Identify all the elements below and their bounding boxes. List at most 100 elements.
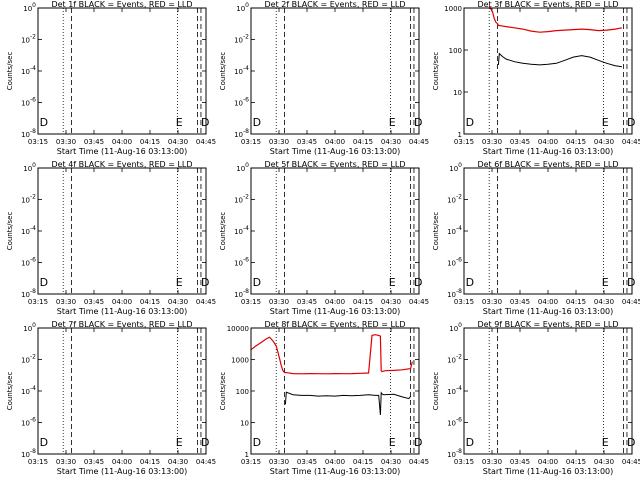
x-tick-label: 03:30 (269, 458, 289, 466)
x-tick-label: 04:15 (566, 298, 586, 306)
y-axis-label: Counts/sec (432, 212, 440, 251)
y-tick-label: 1 (245, 451, 249, 459)
x-tick-label: 04:15 (140, 458, 160, 466)
y-tick-label: 10-4 (447, 225, 462, 236)
event-marker-label: D (627, 116, 635, 129)
x-axis-label: Start Time (11-Aug-16 03:13:00) (57, 307, 188, 316)
y-tick-label: 10-2 (21, 34, 36, 45)
chart-panel-7: Det 7f BLACK = Events, RED = LLD Counts/s… (6, 320, 216, 476)
y-tick-label: 10-6 (21, 417, 36, 428)
x-axis-label: Start Time (11-Aug-16 03:13:00) (270, 467, 401, 476)
x-tick-label: 04:00 (112, 458, 132, 466)
chart-panel-1: Det 1f BLACK = Events, RED = LLD Counts/s… (6, 0, 216, 156)
plot-frame (37, 7, 207, 135)
y-tick-label: 10-6 (447, 257, 462, 268)
y-tick-label: 100 (236, 162, 249, 173)
x-tick-label: 03:30 (269, 138, 289, 146)
x-tick-label: 04:00 (112, 298, 132, 306)
y-tick-label: 100 (23, 2, 36, 13)
y-tick-label: 100 (23, 162, 36, 173)
event-marker-label: D (414, 436, 422, 449)
y-axis-label: Counts/sec (219, 52, 227, 91)
x-tick-label: 04:30 (594, 138, 614, 146)
event-marker-label: D (414, 276, 422, 289)
x-tick-label: 03:45 (510, 298, 530, 306)
y-tick-label: 1000 (231, 357, 249, 365)
y-tick-label: 10-6 (21, 257, 36, 268)
y-tick-label: 10-4 (21, 225, 36, 236)
series-line-lld (250, 334, 413, 375)
y-axis-label: Counts/sec (432, 52, 440, 91)
x-tick-label: 04:00 (538, 458, 558, 466)
x-tick-label: 04:30 (594, 458, 614, 466)
y-tick-label: 10-8 (234, 128, 249, 139)
y-tick-label: 10-4 (234, 225, 249, 236)
chart-panel-6: Det 6f BLACK = Events, RED = LLD Counts/s… (432, 160, 640, 316)
x-tick-label: 03:30 (269, 298, 289, 306)
event-marker-label: D (627, 436, 635, 449)
x-axis-label: Start Time (11-Aug-16 03:13:00) (270, 147, 401, 156)
x-tick-label: 03:45 (510, 458, 530, 466)
y-tick-label: 10-8 (21, 128, 36, 139)
chart-panel-5: Det 5f BLACK = Events, RED = LLD Counts/s… (219, 160, 429, 316)
series-line-lld (488, 5, 623, 33)
plot-frame (463, 167, 633, 295)
x-tick-label: 04:45 (196, 298, 216, 306)
event-marker-label: E (176, 436, 183, 449)
x-tick-label: 03:30 (56, 138, 76, 146)
y-tick-label: 10-2 (21, 354, 36, 365)
y-tick-label: 10-4 (447, 385, 462, 396)
event-marker-label: D (201, 276, 209, 289)
x-tick-label: 03:45 (84, 458, 104, 466)
x-tick-label: 03:30 (482, 138, 502, 146)
y-tick-label: 10-6 (234, 257, 249, 268)
x-tick-label: 04:30 (168, 138, 188, 146)
x-tick-label: 04:00 (325, 298, 345, 306)
y-axis-label: Counts/sec (6, 372, 14, 411)
event-marker-label: D (414, 116, 422, 129)
y-tick-label: 10-8 (234, 288, 249, 299)
x-tick-label: 03:45 (84, 298, 104, 306)
series-line-events (497, 52, 622, 68)
x-tick-label: 04:00 (325, 138, 345, 146)
x-tick-label: 03:30 (482, 458, 502, 466)
event-marker-label: E (602, 116, 609, 129)
x-tick-label: 04:45 (622, 138, 640, 146)
event-marker-label: D (466, 276, 474, 289)
event-marker-label: D (253, 116, 261, 129)
event-marker-label: D (466, 116, 474, 129)
x-axis-label: Start Time (11-Aug-16 03:13:00) (57, 147, 188, 156)
y-tick-label: 10-2 (21, 194, 36, 205)
chart-title: Det 4f BLACK = Events, RED = LLD (51, 160, 192, 169)
y-tick-label: 10-8 (447, 448, 462, 459)
x-tick-label: 03:15 (241, 298, 261, 306)
x-tick-label: 04:15 (566, 138, 586, 146)
y-axis-label: Counts/sec (6, 52, 14, 91)
y-tick-label: 10-4 (234, 65, 249, 76)
x-tick-label: 04:30 (381, 298, 401, 306)
x-axis-label: Start Time (11-Aug-16 03:13:00) (270, 307, 401, 316)
x-tick-label: 03:45 (297, 138, 317, 146)
y-tick-label: 10-6 (234, 97, 249, 108)
y-tick-label: 10-2 (447, 194, 462, 205)
x-tick-label: 04:15 (566, 458, 586, 466)
x-tick-label: 03:45 (84, 138, 104, 146)
x-tick-label: 04:30 (381, 138, 401, 146)
x-tick-label: 04:45 (622, 458, 640, 466)
y-axis-label: Counts/sec (6, 212, 14, 251)
y-axis-label: Counts/sec (432, 372, 440, 411)
y-tick-label: 1000 (444, 5, 462, 13)
plot-frame (463, 7, 633, 135)
event-marker-label: E (602, 436, 609, 449)
y-tick-label: 10 (453, 89, 462, 97)
x-tick-label: 04:45 (409, 138, 429, 146)
x-tick-label: 04:45 (409, 458, 429, 466)
chart-title: Det 5f BLACK = Events, RED = LLD (264, 160, 405, 169)
chart-panel-2: Det 2f BLACK = Events, RED = LLD Counts/s… (219, 0, 429, 156)
x-axis-label: Start Time (11-Aug-16 03:13:00) (483, 467, 614, 476)
y-tick-label: 100 (449, 162, 462, 173)
chart-title: Det 2f BLACK = Events, RED = LLD (264, 0, 405, 9)
x-tick-label: 04:00 (112, 138, 132, 146)
x-tick-label: 03:30 (56, 298, 76, 306)
chart-title: Det 7f BLACK = Events, RED = LLD (51, 320, 192, 329)
